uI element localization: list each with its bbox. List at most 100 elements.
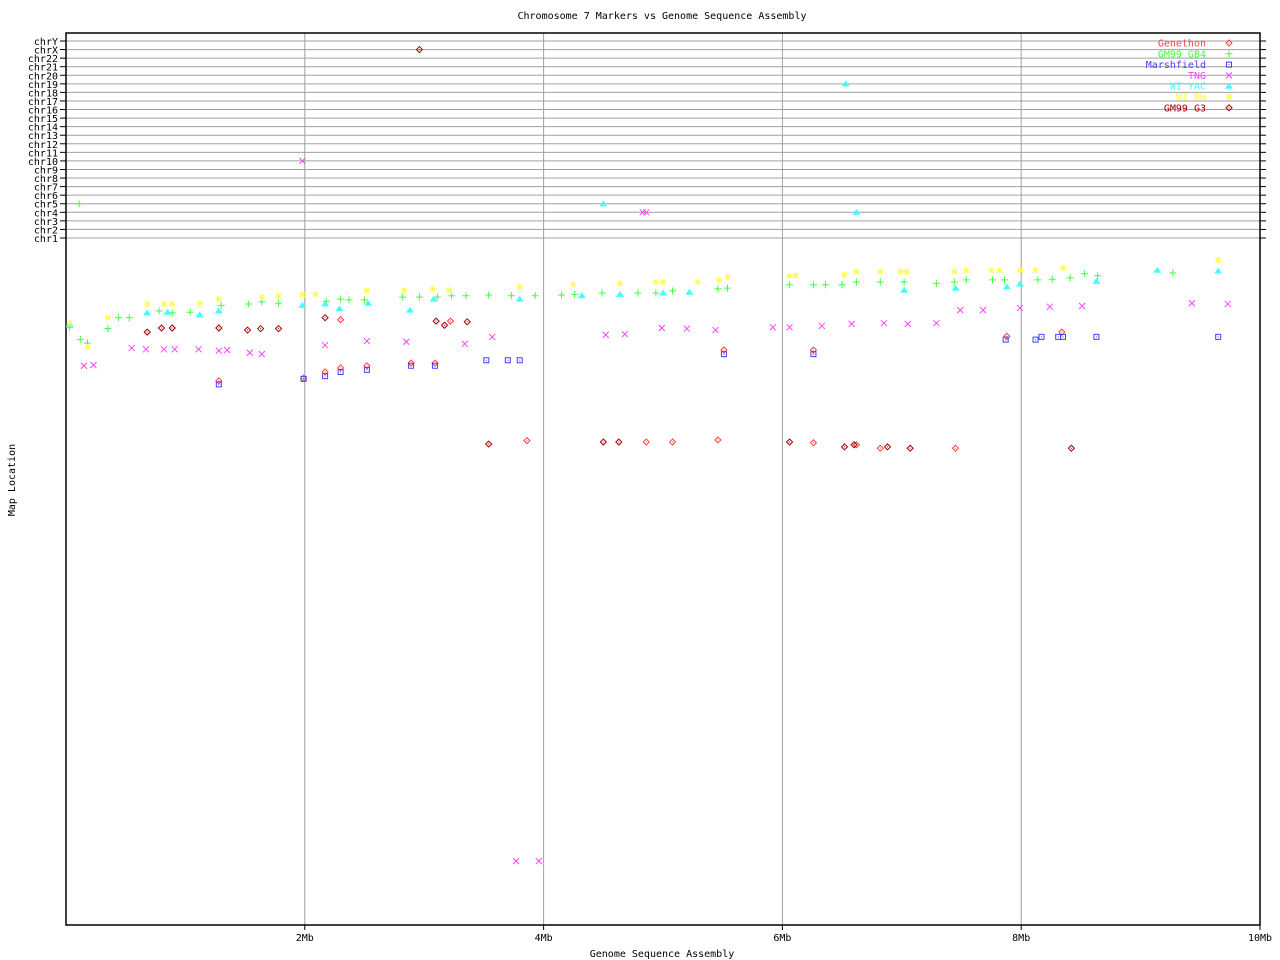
y-axis-label: Map Location (7, 444, 18, 516)
data-point-shape (312, 291, 319, 298)
y-tick-label: chr16 (28, 106, 58, 117)
data-point (989, 276, 997, 284)
data-point (1016, 280, 1024, 287)
data-point-shape (850, 441, 858, 449)
data-point (660, 278, 666, 285)
data-point (903, 268, 910, 275)
data-point-shape (1016, 280, 1024, 287)
data-point-shape (66, 320, 73, 327)
data-point (275, 299, 283, 307)
data-point-dot (812, 442, 814, 444)
data-point-shape (642, 438, 650, 446)
data-point-dot (324, 375, 326, 377)
data-point-shape (876, 444, 885, 452)
data-point (571, 290, 579, 298)
data-point-dot (443, 324, 445, 326)
data-point-shape (786, 272, 793, 279)
data-point-shape (322, 373, 329, 380)
data-point-shape (246, 349, 254, 357)
data-point-shape (531, 292, 539, 300)
data-point (642, 208, 650, 216)
data-point (169, 300, 176, 307)
data-point-shape (160, 345, 168, 353)
data-point (712, 326, 719, 334)
legend-marker (1226, 61, 1232, 68)
data-point-shape (256, 324, 265, 333)
data-point (668, 438, 677, 446)
data-point-shape (90, 361, 97, 369)
data-point-shape (80, 362, 88, 370)
data-point (128, 344, 136, 352)
data-point (685, 288, 694, 295)
data-point-shape (104, 314, 111, 321)
data-point-shape (186, 308, 194, 316)
y-tick-label: chrY (34, 37, 58, 48)
data-point-shape (841, 80, 850, 87)
data-point-shape (876, 278, 884, 286)
data-point (186, 308, 194, 316)
data-point (523, 436, 531, 445)
data-point-dot (789, 441, 791, 443)
series-marshfield (215, 333, 1222, 388)
data-point (223, 346, 231, 354)
data-point-shape (989, 276, 997, 284)
data-point-shape (361, 296, 368, 304)
data-point-shape (951, 284, 960, 291)
data-point (906, 444, 914, 452)
data-point (1003, 332, 1011, 340)
data-point (84, 344, 91, 351)
data-point (321, 341, 329, 349)
data-point (1078, 302, 1086, 310)
data-point-dot (340, 367, 342, 369)
data-point (570, 281, 577, 288)
data-point (1034, 276, 1042, 284)
data-point (462, 292, 470, 300)
data-point-shape (906, 444, 914, 452)
data-point (876, 278, 884, 286)
data-point-dot (645, 441, 647, 443)
data-point-shape (1058, 328, 1066, 336)
data-point-shape (299, 291, 306, 298)
data-point (215, 347, 223, 355)
data-point-shape (785, 438, 794, 446)
data-point-shape (1046, 303, 1054, 311)
data-point-shape (962, 276, 970, 284)
y-tick-label: chr22 (28, 54, 58, 65)
data-point (215, 296, 222, 303)
data-point (440, 321, 449, 329)
data-point-shape (1002, 336, 1009, 343)
plot-frame (65, 32, 1261, 926)
data-point-shape (838, 281, 846, 289)
data-point (821, 281, 829, 289)
data-point (809, 439, 818, 447)
data-point-shape (809, 281, 817, 289)
data-point-shape (516, 283, 523, 290)
data-point-dot (618, 441, 620, 443)
data-point-shape (415, 45, 424, 54)
data-point-dot (909, 447, 911, 449)
data-point (125, 314, 133, 322)
data-point-shape (169, 300, 176, 307)
data-point (841, 80, 850, 87)
data-point-shape (335, 305, 344, 312)
data-point-shape (512, 857, 520, 865)
data-point-dot (171, 327, 173, 329)
legend-marker-dot (1228, 42, 1230, 44)
data-point-dot (1040, 336, 1042, 338)
data-point-dot (1061, 331, 1063, 333)
data-point (900, 278, 908, 286)
data-point-shape (950, 278, 958, 286)
data-point (1214, 267, 1223, 274)
data-point-shape (128, 344, 136, 352)
data-point-shape (336, 316, 345, 324)
data-point (720, 351, 727, 358)
data-point-shape (810, 351, 817, 358)
y-tick-label: chrX (34, 46, 58, 57)
data-point-shape (245, 300, 253, 308)
data-point (298, 301, 307, 308)
data-point-shape (599, 200, 608, 207)
data-point (143, 328, 151, 336)
data-point-shape (163, 308, 172, 315)
data-point-shape (877, 268, 884, 275)
